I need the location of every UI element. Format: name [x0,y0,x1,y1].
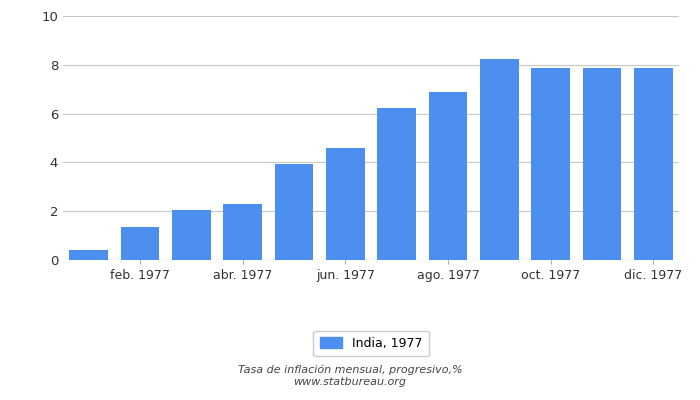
Text: Tasa de inflación mensual, progresivo,%: Tasa de inflación mensual, progresivo,% [238,365,462,375]
Bar [582,68,622,260]
Bar [428,92,468,260]
Bar [172,210,211,260]
Bar [377,108,416,260]
Bar [480,59,519,260]
Legend: India, 1977: India, 1977 [314,331,428,356]
Bar [69,250,108,260]
Bar [120,227,160,260]
Bar [223,204,262,260]
Text: www.statbureau.org: www.statbureau.org [293,377,407,387]
Bar [531,68,570,260]
Bar [274,164,314,260]
Bar [634,68,673,260]
Bar [326,148,365,260]
